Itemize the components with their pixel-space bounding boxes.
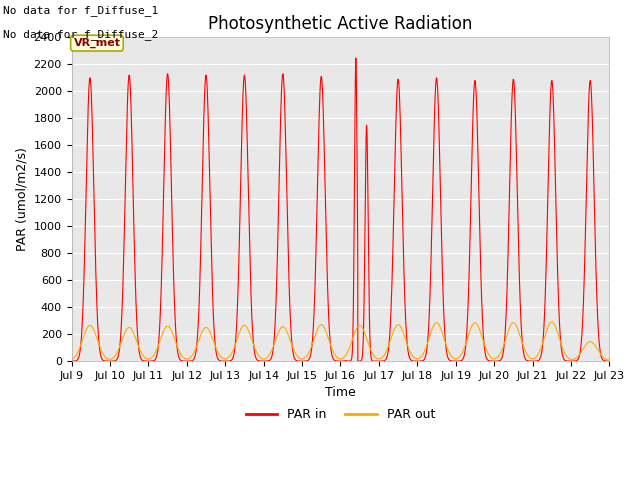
Title: Photosynthetic Active Radiation: Photosynthetic Active Radiation — [208, 15, 473, 33]
X-axis label: Time: Time — [325, 386, 356, 399]
Legend: PAR in, PAR out: PAR in, PAR out — [241, 403, 440, 426]
Text: VR_met: VR_met — [74, 38, 120, 48]
Text: No data for f_Diffuse_1: No data for f_Diffuse_1 — [3, 5, 159, 16]
Y-axis label: PAR (umol/m2/s): PAR (umol/m2/s) — [15, 147, 28, 251]
Text: No data for f_Diffuse_2: No data for f_Diffuse_2 — [3, 29, 159, 40]
